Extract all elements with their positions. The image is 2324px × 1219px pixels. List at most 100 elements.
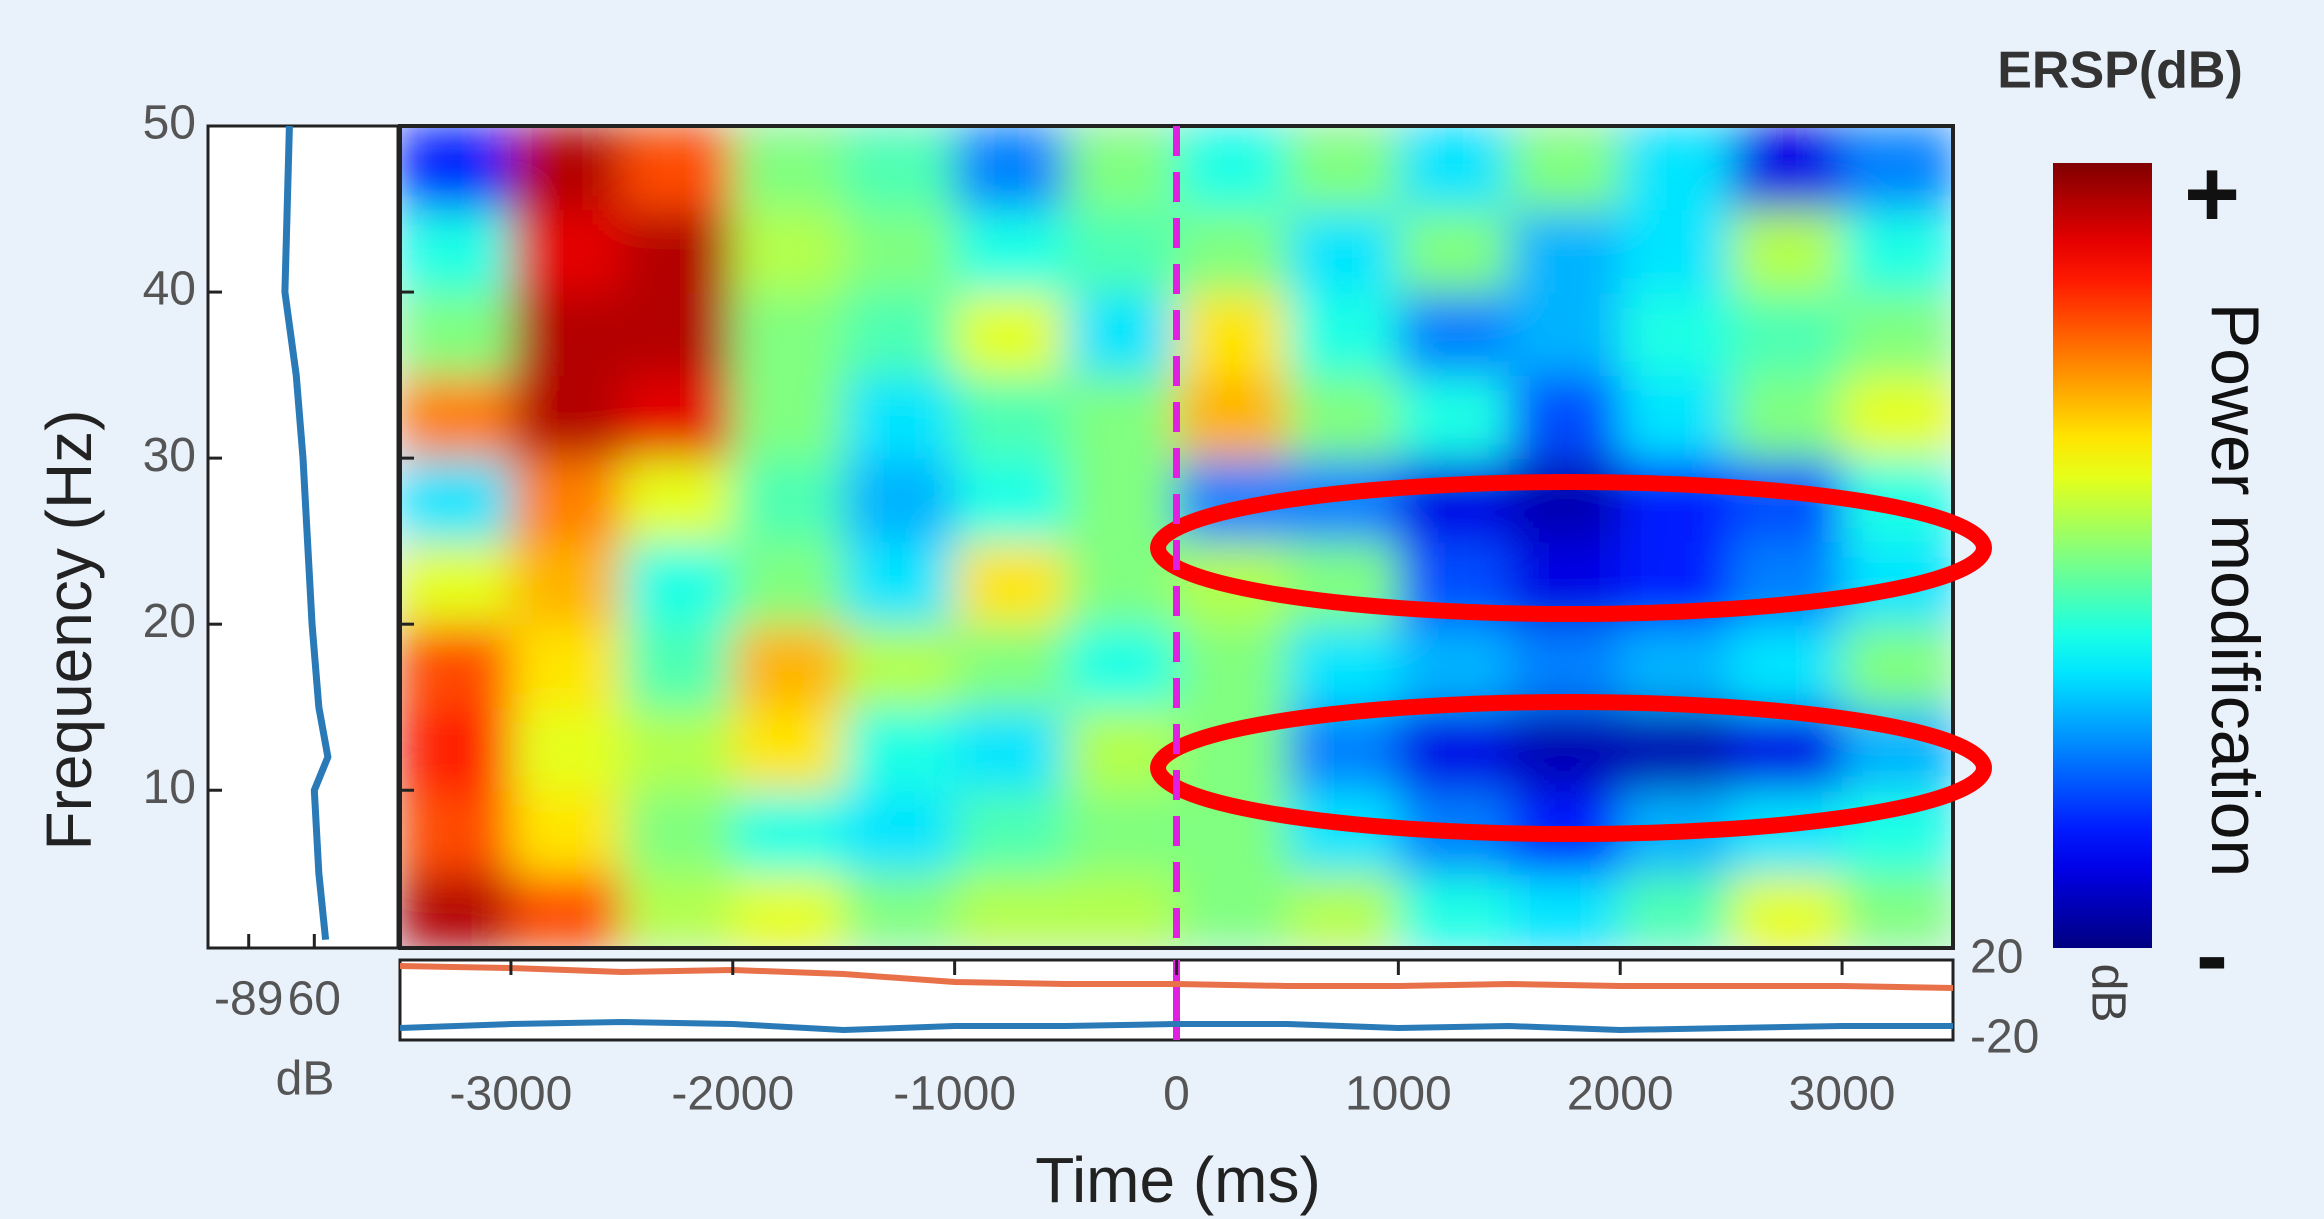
heat-cell	[510, 209, 623, 294]
heat-cell	[843, 375, 956, 460]
heat-cell	[1842, 292, 1953, 377]
heat-cell	[400, 458, 512, 543]
colorbar-title: ERSP(dB)	[1997, 42, 2243, 100]
heat-cell	[1509, 375, 1622, 460]
x-axis-label: Time (ms)	[1035, 1144, 1321, 1216]
heat-cell	[1398, 873, 1511, 948]
heat-cell	[1842, 624, 1953, 709]
heat-cell	[1065, 209, 1178, 294]
heat-cell	[1731, 126, 1844, 211]
colorbar	[2053, 163, 2152, 948]
heat-cell	[954, 873, 1067, 948]
heat-cell	[843, 126, 956, 211]
x-tick-label: 3000	[1789, 1068, 1896, 1121]
heat-cell	[400, 375, 512, 460]
baseline-panel	[206, 124, 400, 950]
heat-cell	[1842, 873, 1953, 948]
heat-cell	[510, 292, 623, 377]
heat-cell	[843, 707, 956, 792]
heat-cell	[510, 375, 623, 460]
heat-cell	[1731, 292, 1844, 377]
heat-cell	[510, 541, 623, 626]
heat-cell	[1620, 873, 1733, 948]
y-tick-label: 50	[143, 97, 196, 150]
heat-cell	[843, 873, 956, 948]
heat-cell	[732, 790, 845, 875]
heat-cell	[1509, 458, 1622, 543]
y-tick-label: 40	[143, 263, 196, 316]
heat-cell	[400, 209, 512, 294]
x-tick-label: 1000	[1345, 1068, 1452, 1121]
baseline-line	[281, 125, 332, 941]
heat-cell	[1065, 624, 1178, 709]
heat-cell	[1731, 209, 1844, 294]
heat-cell	[1842, 209, 1953, 294]
heat-cell	[954, 209, 1067, 294]
y-tick-label: 10	[143, 761, 196, 814]
heat-cell	[1176, 375, 1289, 460]
heatmap-cells	[400, 126, 1953, 948]
x-tick-label: 60	[288, 973, 341, 1026]
heat-cell	[621, 375, 734, 460]
heat-cell	[1731, 624, 1844, 709]
heat-cell	[954, 458, 1067, 543]
x-tick-label: 2000	[1567, 1068, 1674, 1121]
heat-cell	[954, 790, 1067, 875]
y-tick-label: -20	[1970, 1011, 2039, 1064]
colorbar-tick-label: +	[2184, 140, 2240, 247]
heat-cell	[732, 375, 845, 460]
y-axis-label: Frequency (Hz)	[33, 410, 105, 851]
x-tick-label: -89	[214, 973, 283, 1026]
heat-cell	[954, 707, 1067, 792]
heat-cell	[621, 292, 734, 377]
heat-cell	[1398, 209, 1511, 294]
x-tick-label: -2000	[671, 1068, 794, 1121]
x-tick-label: -3000	[450, 1068, 573, 1121]
heat-cell	[732, 873, 845, 948]
heat-cell	[1176, 624, 1289, 709]
heat-cell	[954, 624, 1067, 709]
heat-cell	[954, 541, 1067, 626]
colorbar-label: Power modification	[2197, 303, 2273, 877]
heat-cell	[843, 292, 956, 377]
trace-line	[399, 963, 1954, 991]
heat-cell	[1398, 458, 1511, 543]
heat-cell	[1509, 707, 1622, 792]
heat-cell	[400, 292, 512, 377]
heat-cell	[1065, 126, 1178, 211]
heat-cell	[732, 624, 845, 709]
heat-cell	[1398, 292, 1511, 377]
heat-cell	[1620, 126, 1733, 211]
heat-cell	[1398, 624, 1511, 709]
heat-cell	[1065, 873, 1178, 948]
heat-cell	[621, 209, 734, 294]
heat-cell	[1287, 873, 1400, 948]
trace-line	[399, 1018, 1953, 1034]
heat-cell	[400, 126, 512, 211]
x-tick-label: 0	[1163, 1068, 1190, 1121]
highlight-ellipse	[1150, 474, 1992, 622]
heat-cell	[1620, 458, 1733, 543]
heat-cell	[510, 790, 623, 875]
heat-cell	[732, 126, 845, 211]
heat-cell	[400, 873, 512, 948]
y-tick-label: 20	[143, 595, 196, 648]
heat-cell	[621, 126, 734, 211]
y-tick-label: 20	[1970, 931, 2023, 984]
heat-cell	[843, 790, 956, 875]
heat-cell	[1509, 126, 1622, 211]
heat-cell	[954, 126, 1067, 211]
heat-cell	[1065, 292, 1178, 377]
heat-cell	[1287, 209, 1400, 294]
baseline-axis-label: dB	[276, 1053, 335, 1106]
heat-cell	[1509, 209, 1622, 294]
heat-cell	[621, 541, 734, 626]
heat-cell	[1287, 292, 1400, 377]
heat-cell	[732, 541, 845, 626]
heat-cell	[400, 790, 512, 875]
heat-cell	[400, 624, 512, 709]
heat-cell	[1620, 209, 1733, 294]
heat-cell	[1287, 375, 1400, 460]
